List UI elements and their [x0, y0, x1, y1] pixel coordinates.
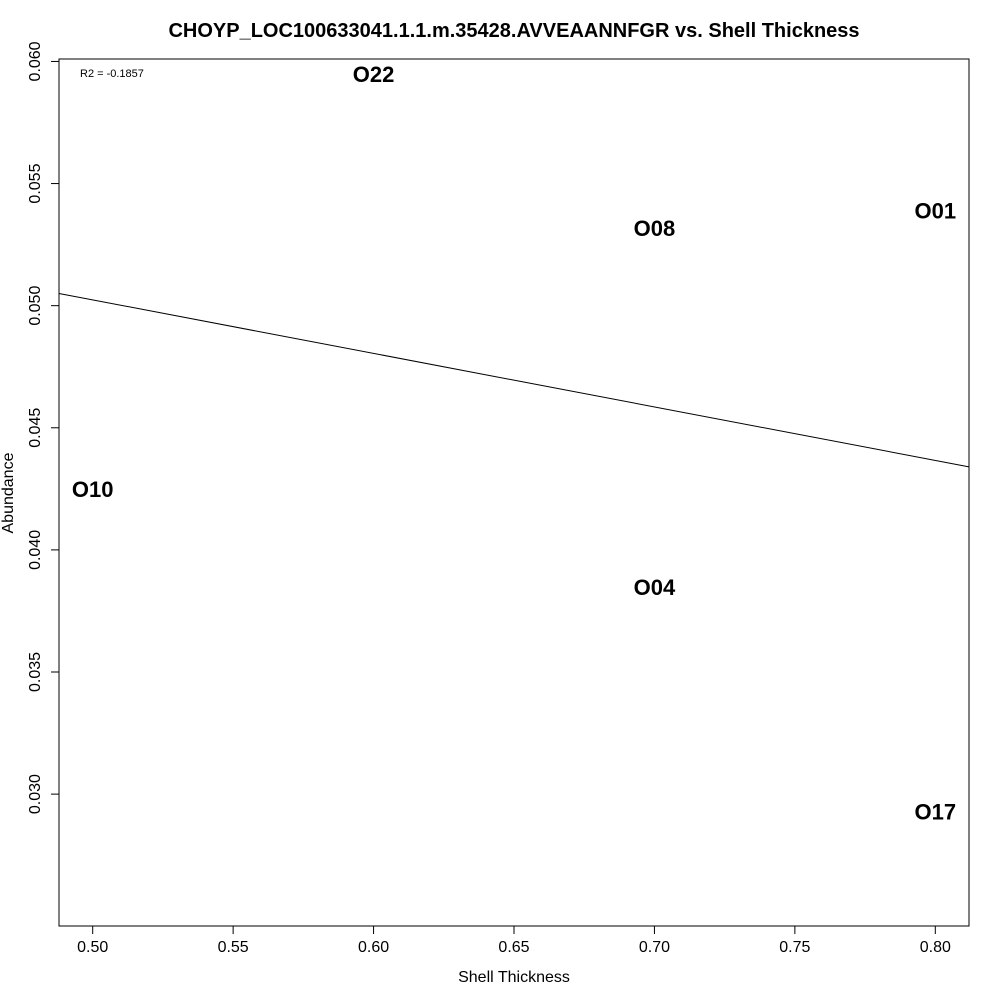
- y-axis-label: Abundance: [0, 452, 17, 533]
- x-tick-label: 0.75: [779, 939, 810, 956]
- fit-line: [58, 292, 970, 468]
- x-tick-label: 0.70: [639, 939, 670, 956]
- point-label: O22: [353, 62, 395, 87]
- x-tick-label: 0.55: [218, 939, 249, 956]
- y-tick-label: 0.060: [27, 41, 44, 81]
- x-axis-label: Shell Thickness: [458, 969, 570, 986]
- y-tick-label: 0.040: [27, 530, 44, 570]
- point-label: O10: [72, 477, 114, 502]
- x-tick-label: 0.60: [358, 939, 389, 956]
- y-tick-label: 0.030: [27, 774, 44, 814]
- y-tick-label: 0.045: [27, 408, 44, 448]
- y-axis: 0.030 0.035 0.040 0.045 0.050 0.055 0.060: [27, 41, 60, 814]
- y-tick-label: 0.050: [27, 286, 44, 326]
- plot-frame: [58, 58, 970, 927]
- r2-annotation: R2 = -0.1857: [80, 68, 144, 80]
- y-tick-label: 0.035: [27, 652, 44, 692]
- chart-title: CHOYP_LOC100633041.1.1.m.35428.AVVEAANNF…: [168, 20, 859, 42]
- y-tick-label: 0.055: [27, 163, 44, 203]
- point-label: O08: [634, 216, 676, 241]
- x-tick-label: 0.80: [920, 939, 951, 956]
- point-label: O01: [914, 199, 956, 224]
- x-tick-label: 0.50: [77, 939, 108, 956]
- point-label: O04: [634, 575, 676, 600]
- x-axis: 0.50 0.55 0.60 0.65 0.70 0.75 0.80: [77, 925, 951, 956]
- point-label: O17: [914, 799, 956, 824]
- x-tick-label: 0.65: [498, 939, 529, 956]
